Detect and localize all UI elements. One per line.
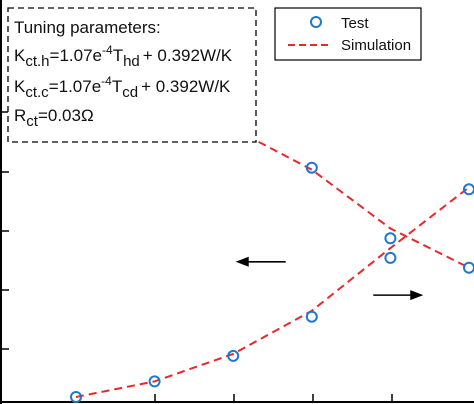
legend-label-test: Test [341,15,369,32]
parameter-line-1: Kct.h=1.07e-4Thd + 0.392W/K [14,43,233,70]
series-lines [75,41,470,398]
legend-box [274,7,422,61]
test-point-c2-3 [227,349,240,362]
parameter-line-3: Rct=0.03Ω [14,106,94,130]
simulation-curve-1 [75,41,470,269]
parameter-line-2: Kct.c=1.07e-4Tcd + 0.392W/K [14,74,231,101]
legend-label-simulation: Simulation [341,37,411,54]
test-point-c2-5 [384,251,397,264]
simulation-curve-2 [75,186,470,398]
parameter-box: Tuning parameters: Kct.h=1.07e-4Thd + 0.3… [7,7,257,143]
test-point-c1-6 [463,261,474,274]
arrow-left-head [235,256,249,267]
test-point-c1-5 [384,232,397,245]
parameter-box-title: Tuning parameters: [14,18,161,37]
arrow-right-head [410,290,424,301]
parameter-box-border [7,7,257,143]
test-point-c2-6 [463,183,474,196]
annotation-arrows [235,256,424,301]
legend: Test Simulation [274,7,422,61]
test-point-c2-1 [70,391,82,403]
test-point-c2-2 [148,375,161,388]
legend-marker-test [310,16,322,28]
test-point-c1-4 [305,161,318,174]
test-point-c2-4 [305,310,318,323]
